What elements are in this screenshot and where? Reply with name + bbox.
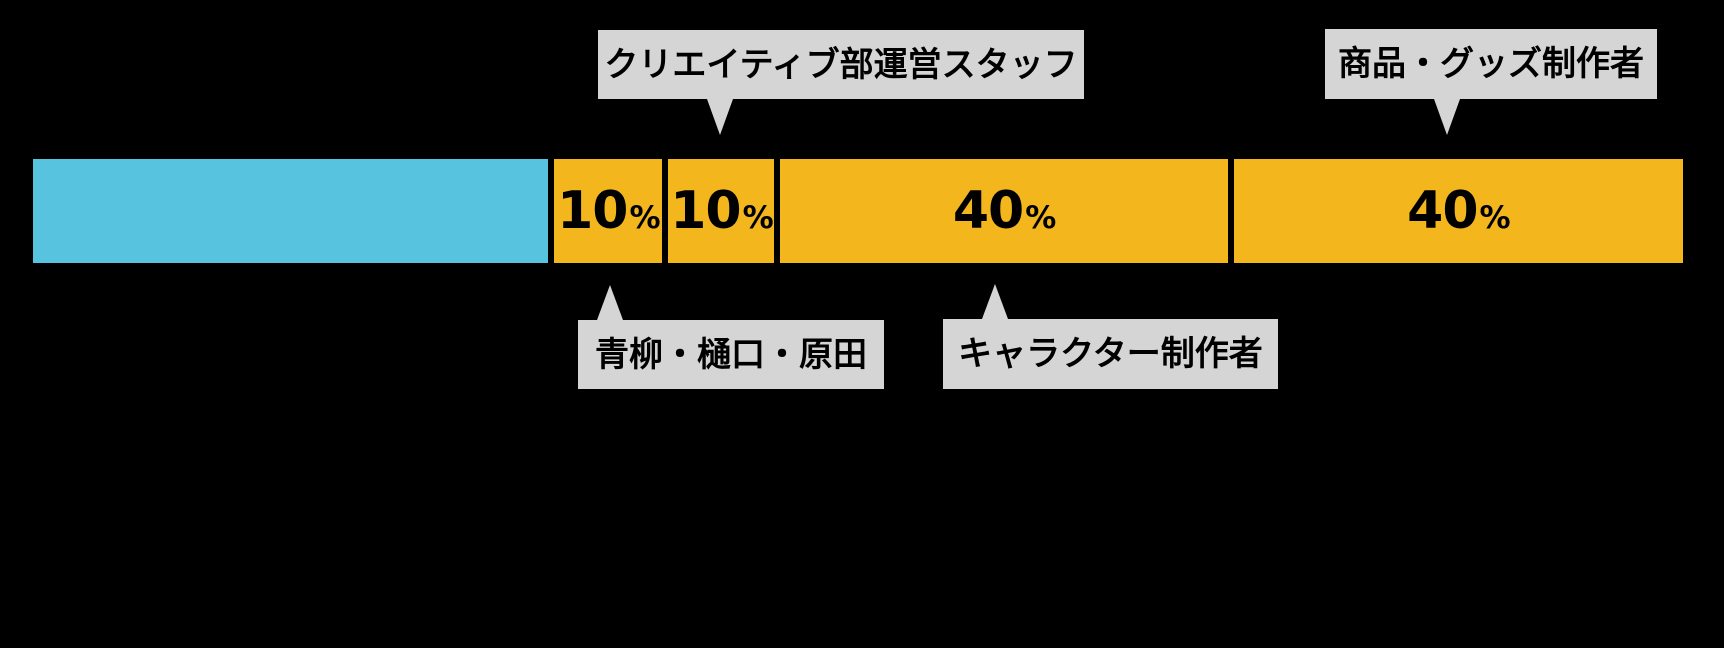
segment-value: 10% [670,181,773,241]
callout-creative-dept-staff-label: クリエイティブ部運営スタッフ [604,44,1078,85]
callout-pointer-down-icon [707,99,733,135]
callout-pointer-down-icon [1434,99,1460,135]
segment-value: 40% [952,181,1056,241]
segment-value: 10% [557,181,660,241]
callout-founders-label: 青柳・樋口・原田 [595,334,867,375]
callout-creative-dept-staff: クリエイティブ部運営スタッフ [598,30,1084,135]
stacked-bar: 10% 10% 40% 40% [33,159,1683,263]
callout-founders: 青柳・樋口・原田 [578,285,884,389]
callout-goods-creators: 商品・グッズ制作者 [1325,29,1657,135]
callout-character-creators: キャラクター制作者 [943,284,1278,389]
callout-goods-creators-label: 商品・グッズ制作者 [1338,44,1644,84]
callout-pointer-up-icon [982,284,1008,319]
callout-character-creators-label: キャラクター制作者 [958,334,1263,374]
bar-segment-founders-10pct: 10% [554,159,663,263]
bar-segment-character-creators-40pct: 40% [780,159,1228,263]
segment-value [290,185,292,237]
callout-pointer-up-icon [597,285,623,320]
bar-segment-creative-staff-10pct: 10% [668,159,775,263]
segment-value: 40% [1407,181,1510,241]
bar-segment-goods-creators-40pct: 40% [1233,159,1683,263]
bar-segment-blue-lead [33,159,549,263]
